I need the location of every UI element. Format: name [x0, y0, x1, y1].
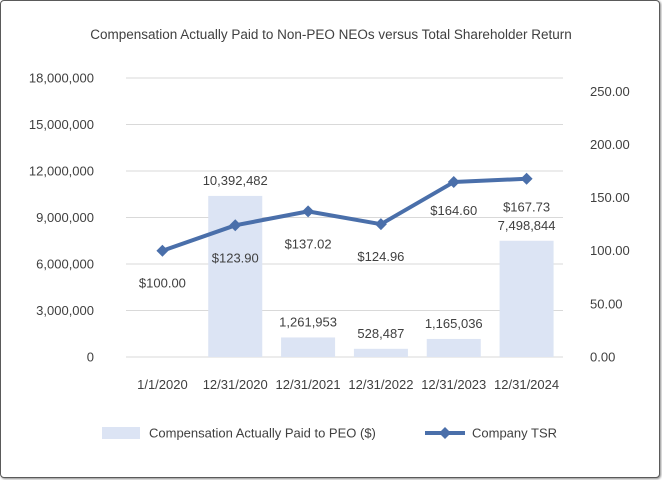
tsr-data-label: $123.90	[212, 250, 259, 265]
y-left-tick-label: 18,000,000	[29, 71, 94, 86]
y-right-tick-label: 250.00	[590, 84, 630, 99]
tsr-data-label: $124.96	[357, 249, 404, 264]
bar-data-label: 1,165,036	[425, 316, 483, 331]
legend-label-bar: Compensation Actually Paid to PEO ($)	[149, 426, 376, 441]
y-left-tick-label: 3,000,000	[36, 303, 94, 318]
tsr-data-label: $164.60	[430, 203, 477, 218]
y-left-tick-label: 0	[87, 350, 94, 365]
x-tick-label: 12/31/2024	[494, 377, 559, 392]
y-left-tick-label: 6,000,000	[36, 257, 94, 272]
tsr-marker	[520, 172, 533, 185]
y-left-tick-label: 12,000,000	[29, 164, 94, 179]
legend-swatch-bar	[102, 427, 140, 439]
y-left-tick-label: 9,000,000	[36, 210, 94, 225]
legend-swatch-marker	[439, 427, 451, 439]
x-tick-label: 1/1/2020	[137, 377, 188, 392]
y-right-tick-label: 200.00	[590, 137, 630, 152]
x-tick-label: 12/31/2022	[348, 377, 413, 392]
bar-data-label: 7,498,844	[498, 218, 556, 233]
tsr-data-label: $167.73	[503, 200, 550, 215]
tsr-marker	[156, 244, 169, 257]
bar-data-label: 528,487	[357, 326, 404, 341]
tsr-marker	[374, 218, 387, 231]
tsr-marker	[229, 219, 242, 232]
x-tick-label: 12/31/2023	[421, 377, 486, 392]
y-left-tick-label: 15,000,000	[29, 117, 94, 132]
bar	[281, 337, 336, 357]
tsr-marker	[302, 205, 315, 218]
bar	[499, 240, 554, 357]
tsr-data-label: $100.00	[139, 276, 186, 291]
bar	[353, 348, 408, 357]
x-tick-label: 12/31/2021	[276, 377, 341, 392]
y-right-tick-label: 100.00	[590, 243, 630, 258]
bar-data-label: 1,261,953	[279, 314, 337, 329]
legend-label-line: Company TSR	[472, 426, 557, 441]
tsr-line	[161, 176, 527, 253]
chart-title: Compensation Actually Paid to Non-PEO NE…	[90, 27, 572, 42]
y-right-tick-label: 150.00	[590, 190, 630, 205]
bar-data-label: 10,392,482	[203, 173, 268, 188]
tsr-data-label: $137.02	[285, 236, 332, 251]
x-tick-label: 12/31/2020	[203, 377, 268, 392]
bar	[426, 338, 481, 357]
y-right-tick-label: 0.00	[590, 350, 615, 365]
tsr-marker	[447, 176, 460, 189]
y-right-tick-label: 50.00	[590, 296, 623, 311]
